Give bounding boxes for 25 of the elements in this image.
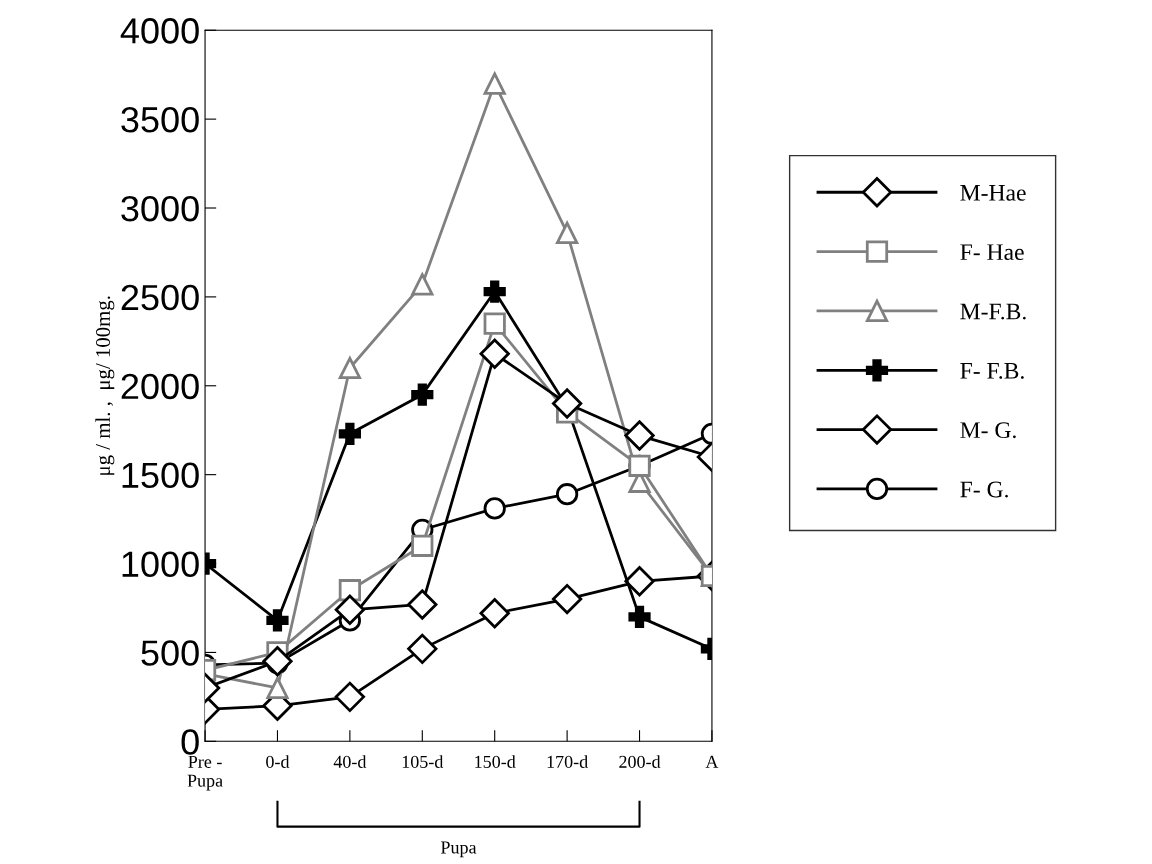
- x-tick-label: 200-d: [619, 755, 661, 768]
- legend-label: M-F.B.: [960, 303, 1026, 320]
- x-tick-label: 105-d: [402, 755, 444, 768]
- legend-label: M-Hae: [960, 185, 1026, 201]
- legend-label: F- Hae: [960, 244, 1024, 261]
- x-tick-label: 0-d: [266, 755, 290, 768]
- y-tick-label: 500: [141, 640, 199, 666]
- x-tick-label: Pre - Pupa: [187, 755, 223, 791]
- y-tick-label: 3000: [121, 195, 199, 222]
- y-tick-label: 4000: [120, 18, 199, 44]
- legend-label: F- F.B.: [960, 363, 1024, 379]
- y-tick-label: 0: [181, 729, 199, 755]
- y-tick-label: 1500: [122, 462, 199, 489]
- x-tick-label: 150-d: [475, 755, 516, 768]
- y-tick-label: 3500: [121, 106, 199, 133]
- y-tick-label: 1000: [122, 551, 199, 577]
- y-tick-label: 2000: [121, 373, 199, 400]
- text: Pupa: [440, 841, 477, 858]
- x-tick-label: A: [705, 755, 719, 768]
- y-axis-title: μg / ml. , μg/ 100mg.: [95, 296, 115, 475]
- legend-label: F- G.: [960, 481, 1008, 498]
- x-tick-label: 40-d: [333, 755, 367, 768]
- y-tick-label: 2500: [121, 284, 199, 311]
- legend-label: M- G.: [960, 422, 1016, 439]
- x-tick-label: 170-d: [547, 755, 588, 768]
